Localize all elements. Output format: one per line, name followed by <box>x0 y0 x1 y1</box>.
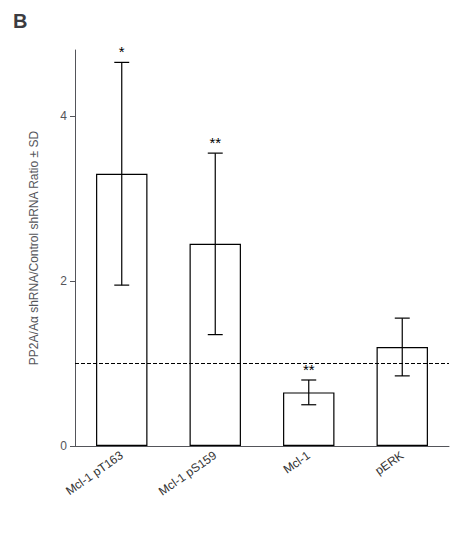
svg-text:**: ** <box>303 361 315 378</box>
svg-text:4: 4 <box>60 109 67 123</box>
svg-text:Mcl-1: Mcl-1 <box>281 448 313 476</box>
svg-text:pERK: pERK <box>373 448 407 477</box>
svg-text:2: 2 <box>60 274 67 288</box>
svg-text:Mcl-1 pT163: Mcl-1 pT163 <box>63 448 126 498</box>
svg-text:B: B <box>13 10 27 32</box>
svg-text:**: ** <box>209 134 221 151</box>
svg-text:PP2A/Aα shRNA/Control shRNA Ra: PP2A/Aα shRNA/Control shRNA Ratio ± SD <box>27 131 41 366</box>
svg-text:Mcl-1 pS159: Mcl-1 pS159 <box>156 448 219 498</box>
svg-text:0: 0 <box>60 439 67 453</box>
svg-text:*: * <box>119 43 125 60</box>
